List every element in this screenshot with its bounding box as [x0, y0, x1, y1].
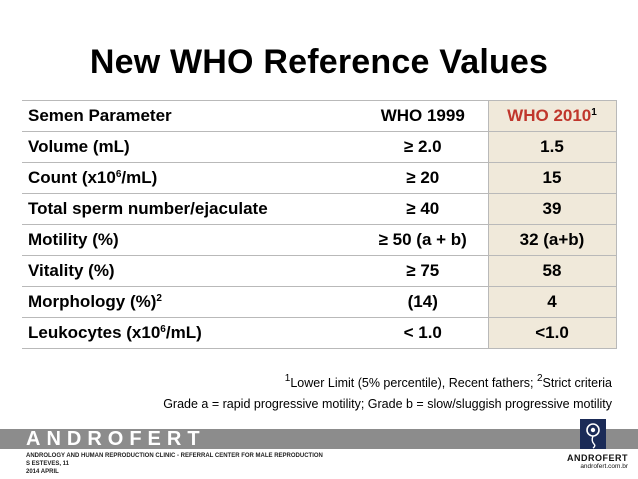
row-who-2010-value: 15 [487, 162, 617, 194]
table-row: Volume (mL) ≥ 2.0 1.5 [22, 131, 617, 163]
androfert-logo-icon [580, 419, 606, 449]
footnotes: 1Lower Limit (5% percentile), Recent fat… [163, 373, 612, 415]
row-who-2010-value: 58 [487, 255, 617, 287]
row-who-2010-value: <1.0 [487, 317, 617, 349]
row-parameter: Motility (%) [22, 224, 358, 256]
footnote-line-1: 1Lower Limit (5% percentile), Recent fat… [284, 373, 612, 391]
row-who-1999-value: < 1.0 [358, 317, 488, 349]
row-parameter: Morphology (%)2 [22, 286, 358, 318]
table-row: Leukocytes (x106/mL) < 1.0 <1.0 [22, 317, 617, 349]
row-parameter: Vitality (%) [22, 255, 358, 287]
row-who-1999-value: ≥ 20 [358, 162, 488, 194]
row-who-1999-value: (14) [358, 286, 488, 318]
row-who-1999-value: ≥ 2.0 [358, 131, 488, 163]
row-parameter: Total sperm number/ejaculate [22, 193, 358, 225]
table-row: Count (x106/mL) ≥ 20 15 [22, 162, 617, 194]
footnote-line-2: Grade a = rapid progressive motility; Gr… [163, 397, 612, 411]
table-header-row: Semen Parameter WHO 1999 WHO 20101 [22, 100, 617, 132]
logo-name: ANDROFERT [567, 453, 628, 463]
header-semen-parameter: Semen Parameter [22, 100, 358, 132]
reference-values-table: Semen Parameter WHO 1999 WHO 20101 Volum… [22, 100, 617, 349]
row-who-1999-value: ≥ 50 (a + b) [358, 224, 488, 256]
table-row: Motility (%) ≥ 50 (a + b) 32 (a+b) [22, 224, 617, 256]
header-who-2010-footnote-mark: 1 [591, 107, 597, 118]
table-row: Vitality (%) ≥ 75 58 [22, 255, 617, 287]
header-who-2010: WHO 20101 [487, 100, 617, 132]
logo-url: androfert.com.br [580, 463, 628, 470]
row-who-1999-value: ≥ 40 [358, 193, 488, 225]
row-parameter: Count (x106/mL) [22, 162, 358, 194]
row-who-2010-value: 1.5 [487, 131, 617, 163]
row-parameter: Leukocytes (x106/mL) [22, 317, 358, 349]
row-who-2010-value: 4 [487, 286, 617, 318]
header-who-2010-label: WHO 2010 [507, 106, 592, 125]
row-who-2010-value: 32 (a+b) [487, 224, 617, 256]
slide-title: New WHO Reference Values [89, 43, 549, 81]
header-who-1999: WHO 1999 [358, 100, 488, 132]
footer-band [0, 429, 638, 449]
table-row: Total sperm number/ejaculate ≥ 40 39 [22, 193, 617, 225]
row-who-2010-value: 39 [487, 193, 617, 225]
table-row: Morphology (%)2 (14) 4 [22, 286, 617, 318]
footer-credits: ANDROLOGY AND HUMAN REPRODUCTION CLINIC … [26, 453, 323, 475]
row-parameter: Volume (mL) [22, 131, 358, 163]
footer-brand: ANDROFERT [26, 428, 206, 450]
row-who-1999-value: ≥ 75 [358, 255, 488, 287]
